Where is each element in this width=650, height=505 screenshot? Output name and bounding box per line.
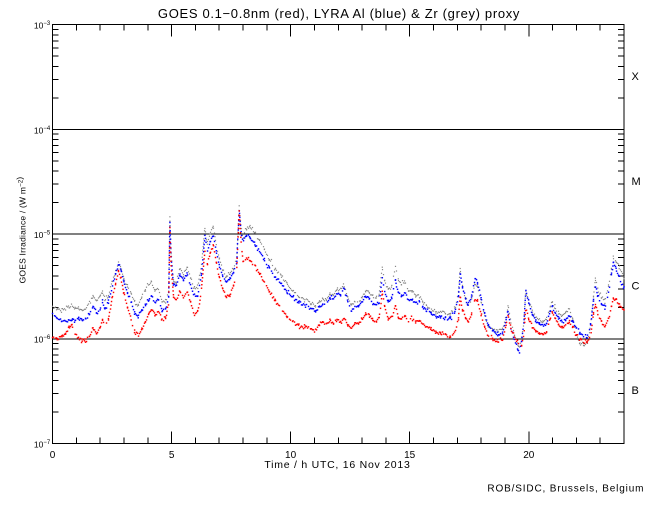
svg-text:15: 15 <box>404 450 416 461</box>
svg-text:B: B <box>632 385 639 397</box>
svg-text:0: 0 <box>50 450 56 461</box>
svg-text:10−3: 10−3 <box>34 21 51 31</box>
svg-text:ROB/SIDC, Brussels, Belgium: ROB/SIDC, Brussels, Belgium <box>487 484 644 495</box>
svg-text:10−4: 10−4 <box>34 125 51 135</box>
svg-text:Time / h UTC, 16 Nov 2013: Time / h UTC, 16 Nov 2013 <box>264 459 410 471</box>
svg-text:10: 10 <box>285 450 297 461</box>
svg-text:20: 20 <box>523 450 535 461</box>
svg-text:C: C <box>632 280 640 292</box>
svg-text:GOES 0.1−0.8nm (red), LYRA Al: GOES 0.1−0.8nm (red), LYRA Al (blue) & Z… <box>158 6 520 21</box>
svg-text:5: 5 <box>169 450 175 461</box>
svg-text:10−6: 10−6 <box>34 335 51 345</box>
svg-text:M: M <box>632 176 641 188</box>
svg-text:10−7: 10−7 <box>34 439 51 449</box>
svg-text:X: X <box>632 71 640 83</box>
svg-text:10−5: 10−5 <box>34 230 51 240</box>
svg-text:GOES Irradiance / (W m−2): GOES Irradiance / (W m−2) <box>15 177 28 284</box>
